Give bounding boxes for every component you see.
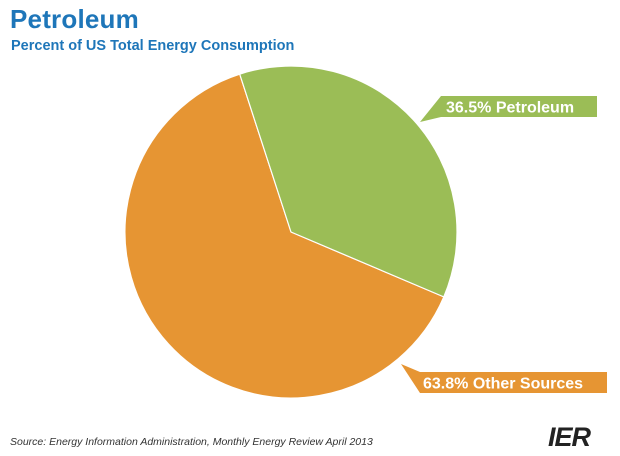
label-other-sources: 63.8% Other Sources bbox=[401, 364, 607, 393]
label-petroleum-callout bbox=[420, 96, 597, 122]
ier-logo: IER bbox=[548, 422, 591, 452]
slice-petroleum bbox=[239, 65, 458, 298]
label-other-sources-callout bbox=[401, 364, 607, 393]
source-note: Source: Energy Information Administratio… bbox=[10, 436, 373, 448]
label-other-sources-text: 63.8% Other Sources bbox=[423, 376, 583, 393]
label-petroleum-text: 36.5% Petroleum bbox=[446, 100, 574, 117]
chart-title: Petroleum bbox=[10, 4, 139, 34]
label-petroleum: 36.5% Petroleum bbox=[420, 96, 597, 122]
slice-other-sources bbox=[124, 73, 445, 399]
chart-subtitle: Percent of US Total Energy Consumption bbox=[11, 38, 295, 54]
